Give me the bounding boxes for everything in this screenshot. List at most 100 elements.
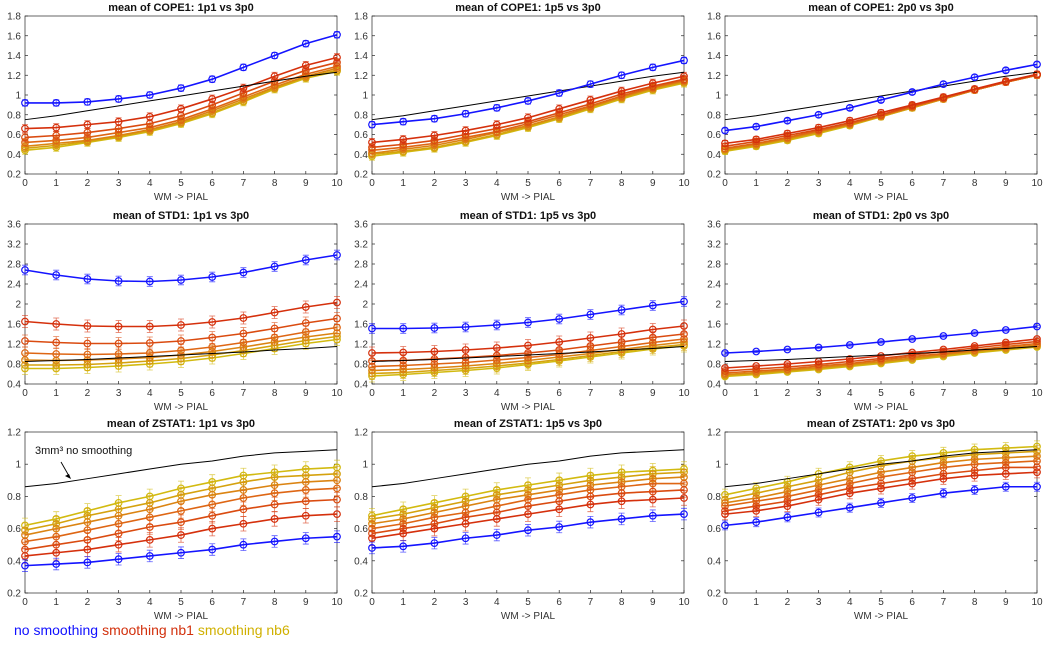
data-point bbox=[617, 515, 626, 523]
series-smoothing-nb1 bbox=[21, 53, 341, 133]
y-tick-label: 1.4 bbox=[354, 51, 368, 62]
data-point bbox=[270, 262, 279, 271]
y-tick-label: 0.4 bbox=[707, 556, 721, 567]
x-tick-label: 0 bbox=[722, 178, 728, 189]
subplot-title: mean of STD1: 2p0 vs 3p0 bbox=[813, 210, 949, 222]
series-3mm-no-smoothing bbox=[371, 449, 685, 488]
series-smoothing-nb1 bbox=[368, 490, 688, 546]
x-tick-label: 2 bbox=[432, 178, 438, 189]
data-point bbox=[648, 79, 657, 88]
data-point bbox=[21, 552, 29, 560]
subplot-title: mean of STD1: 1p1 vs 3p0 bbox=[113, 210, 249, 222]
x-tick-label: 6 bbox=[909, 388, 915, 399]
data-point bbox=[239, 519, 248, 528]
series-smoothing-nb1 bbox=[721, 70, 1041, 148]
error-bar bbox=[587, 496, 594, 513]
x-tick-label: 2 bbox=[432, 597, 438, 608]
data-point bbox=[301, 534, 310, 543]
data-point bbox=[586, 500, 595, 509]
series-3mm-no-smoothing-line bbox=[371, 449, 685, 488]
x-tick-label: 7 bbox=[241, 388, 247, 399]
data-point bbox=[145, 322, 154, 331]
data-point bbox=[555, 523, 564, 531]
data-point bbox=[908, 348, 917, 357]
x-tick-label: 0 bbox=[369, 178, 375, 189]
data-point bbox=[177, 84, 185, 92]
x-tick-label: 4 bbox=[494, 388, 500, 399]
data-point bbox=[752, 506, 761, 515]
data-point bbox=[492, 531, 501, 539]
y-tick-label: 2.8 bbox=[707, 260, 721, 271]
error-bar bbox=[462, 343, 469, 357]
data-point bbox=[239, 63, 248, 72]
error-bar bbox=[753, 349, 760, 354]
y-tick-label: 1 bbox=[15, 91, 21, 102]
x-tick-label: 3 bbox=[116, 597, 122, 608]
data-point bbox=[814, 508, 823, 517]
y-tick-label: 0.8 bbox=[7, 110, 21, 121]
data-point bbox=[617, 330, 626, 338]
legend: no smoothing smoothing nb1 smoothing nb6 bbox=[14, 622, 294, 638]
data-point bbox=[177, 321, 185, 329]
data-point bbox=[368, 349, 376, 357]
data-point bbox=[555, 89, 564, 97]
series-3mm-no-smoothing bbox=[371, 346, 685, 362]
data-point bbox=[52, 271, 61, 279]
data-point bbox=[270, 537, 279, 546]
data-point bbox=[752, 122, 761, 131]
series-smoothing-nb1 bbox=[21, 506, 341, 564]
x-tick-label: 1 bbox=[400, 388, 406, 399]
series-no-smoothing bbox=[721, 322, 1041, 357]
data-point bbox=[208, 75, 217, 84]
data-point bbox=[368, 324, 376, 333]
data-point bbox=[270, 489, 279, 498]
y-tick-label: 1.2 bbox=[354, 71, 368, 82]
data-point bbox=[301, 486, 310, 494]
data-point bbox=[1001, 338, 1010, 347]
y-tick-label: 1.6 bbox=[7, 31, 21, 42]
x-tick-label: 9 bbox=[303, 178, 309, 189]
series-no-smoothing bbox=[721, 60, 1041, 135]
y-tick-label: 2.8 bbox=[7, 260, 21, 271]
x-tick-label: 3 bbox=[816, 388, 822, 399]
error-bar bbox=[493, 341, 500, 355]
data-point bbox=[1033, 482, 1041, 491]
data-point bbox=[970, 329, 979, 337]
data-point bbox=[1001, 77, 1010, 86]
y-tick-label: 1 bbox=[715, 460, 721, 471]
error-bar bbox=[271, 306, 278, 319]
y-tick-label: 1.2 bbox=[707, 340, 721, 351]
x-tick-label: 7 bbox=[241, 597, 247, 608]
error-bar bbox=[178, 318, 184, 332]
data-point bbox=[970, 342, 979, 350]
data-point bbox=[114, 322, 123, 331]
y-tick-label: 0.8 bbox=[354, 492, 368, 503]
data-point bbox=[368, 120, 376, 129]
error-bar bbox=[722, 351, 728, 355]
error-bar bbox=[431, 520, 438, 537]
error-bar bbox=[115, 320, 122, 333]
data-point bbox=[52, 123, 61, 132]
data-point bbox=[939, 332, 948, 340]
y-tick-label: 2.4 bbox=[354, 280, 368, 291]
y-tick-label: 2.4 bbox=[707, 280, 721, 291]
subplot-title: mean of STD1: 1p5 vs 3p0 bbox=[460, 210, 596, 222]
x-tick-label: 6 bbox=[556, 178, 562, 189]
data-point bbox=[52, 131, 61, 140]
x-tick-label: 10 bbox=[1031, 178, 1043, 189]
data-point bbox=[239, 505, 248, 514]
data-point bbox=[208, 511, 217, 520]
y-tick-label: 0.2 bbox=[7, 170, 21, 181]
error-bar bbox=[115, 117, 122, 127]
y-tick-label: 0.4 bbox=[354, 556, 368, 567]
data-point bbox=[1033, 70, 1041, 79]
data-point bbox=[461, 109, 470, 118]
data-point bbox=[648, 63, 657, 72]
data-point bbox=[586, 518, 595, 527]
x-tick-label: 8 bbox=[272, 388, 278, 399]
y-tick-label: 0.2 bbox=[354, 589, 368, 600]
data-point bbox=[114, 95, 123, 103]
series-smoothing-nb1 bbox=[21, 296, 341, 333]
x-tick-label: 5 bbox=[878, 178, 884, 189]
